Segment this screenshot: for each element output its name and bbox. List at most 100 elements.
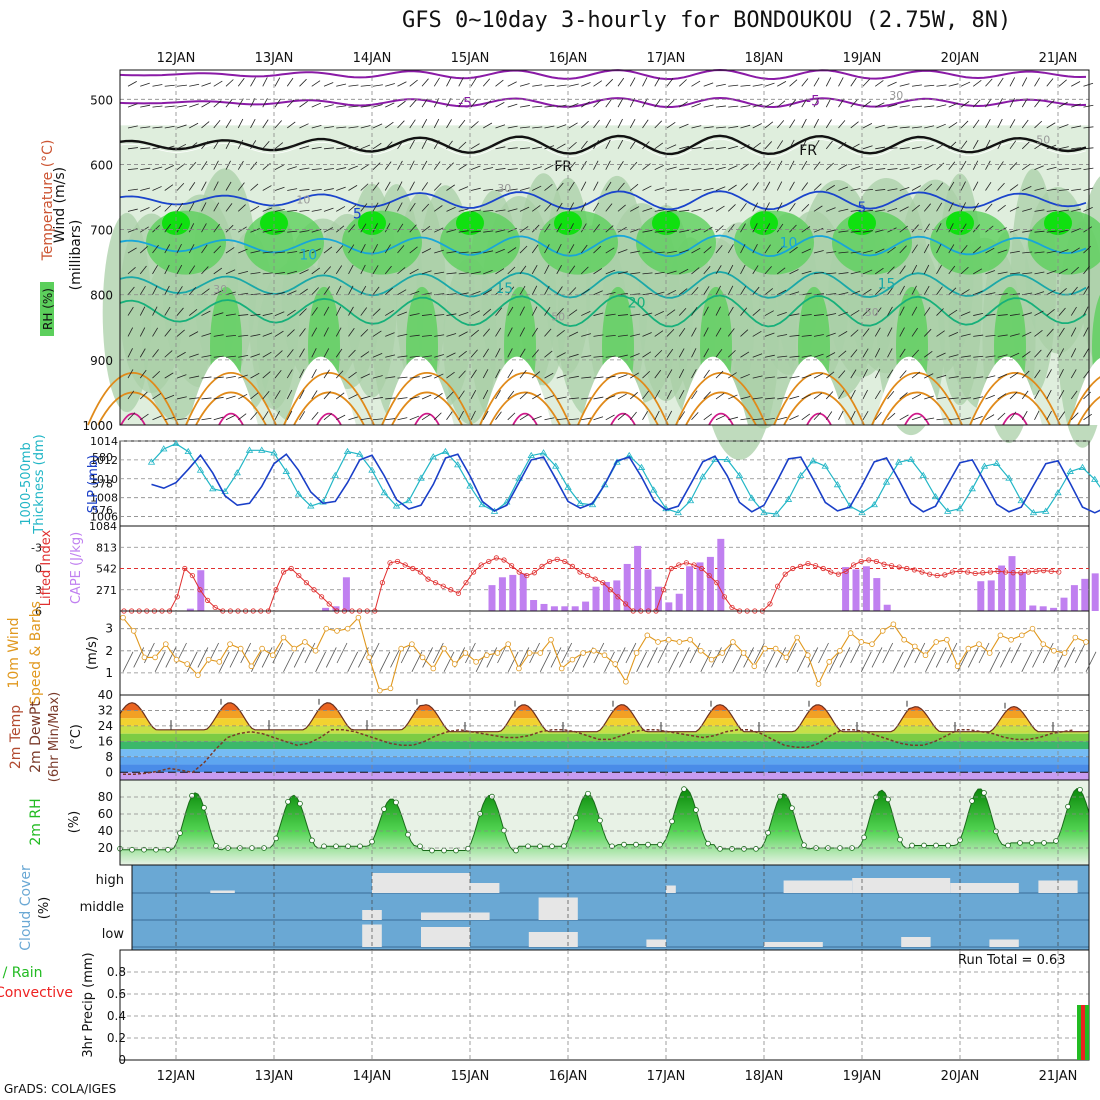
cloud-bar xyxy=(528,932,578,947)
temp-contour-fr-inner xyxy=(119,138,1087,158)
wind-barb xyxy=(556,264,562,275)
wind-barb xyxy=(752,103,763,108)
wind-barb xyxy=(862,209,873,212)
wind-barb xyxy=(176,182,185,191)
wind-barb xyxy=(470,187,481,191)
wind-barb xyxy=(727,328,735,337)
wind-barb xyxy=(139,348,146,358)
wind-barb xyxy=(519,126,530,129)
thickness-point xyxy=(699,473,707,480)
wind-barb xyxy=(262,312,273,316)
wind-speed-point xyxy=(612,661,618,667)
wind-barb xyxy=(691,208,702,212)
rh-shade-bright xyxy=(848,211,876,236)
wind-barb xyxy=(311,102,322,108)
wind-barb xyxy=(164,203,173,212)
wind-barb xyxy=(973,268,983,275)
rh-point xyxy=(285,799,291,805)
wind-barb xyxy=(630,272,641,275)
lifted-index-point xyxy=(964,569,971,575)
wind-barb xyxy=(189,397,200,400)
wind-barb xyxy=(593,334,604,337)
rh-point xyxy=(153,846,159,853)
lifted-index-point xyxy=(896,564,902,570)
wind-barb xyxy=(372,223,378,233)
wind-barb xyxy=(225,79,234,87)
wind-barb xyxy=(213,160,219,170)
wind-barb xyxy=(201,397,212,400)
wind-barb xyxy=(544,350,553,358)
wind-barb xyxy=(568,375,579,379)
wind-barb xyxy=(201,140,209,150)
wind-barb xyxy=(164,417,175,421)
temp-band xyxy=(120,702,1089,711)
wind-barb xyxy=(605,335,616,337)
wind-barb xyxy=(482,389,489,400)
rh-point xyxy=(753,846,759,852)
wind-speed-point xyxy=(537,650,544,656)
wind-speed-point xyxy=(590,647,597,654)
rh-point xyxy=(933,842,939,849)
wind-barb xyxy=(568,331,579,337)
wind-barb xyxy=(593,80,603,87)
wind-barb xyxy=(936,286,943,295)
temp-contour-m5 xyxy=(119,96,1087,109)
wind-barb xyxy=(397,397,408,400)
wind-barb xyxy=(176,143,187,150)
wind-barb xyxy=(176,286,183,295)
wind-barb xyxy=(777,334,788,337)
wind-barb xyxy=(862,389,868,400)
lifted-index-point xyxy=(615,594,621,600)
wind-barb xyxy=(140,187,151,191)
wind-barb xyxy=(531,264,538,275)
wind-barb-10m xyxy=(465,642,476,664)
wind-barb xyxy=(482,308,492,316)
cloud-level-label: middle xyxy=(80,900,124,915)
wind-barb xyxy=(960,101,970,108)
wind-barb xyxy=(679,145,690,150)
wind-barb xyxy=(1070,286,1078,295)
wind-speed-point xyxy=(441,645,447,652)
wind-barb xyxy=(250,272,261,275)
wind-barb xyxy=(813,140,820,150)
wind-barb xyxy=(850,230,861,233)
wind-barb xyxy=(911,185,921,191)
wind-speed-point xyxy=(633,650,640,656)
wind-barb xyxy=(728,394,738,400)
wind-speed-point xyxy=(815,681,822,687)
wind-barb xyxy=(605,247,615,254)
wind-barb xyxy=(777,416,788,421)
wind-barb xyxy=(152,146,163,150)
wind-barb xyxy=(238,314,249,316)
lifted-index-point xyxy=(676,562,682,568)
wind-barb xyxy=(666,410,673,420)
wind-barb xyxy=(973,415,983,421)
date-label-top: 16JAN xyxy=(549,51,588,66)
wind-barb xyxy=(617,226,627,233)
wind-barb xyxy=(899,186,910,191)
wind-barb xyxy=(826,332,836,337)
wind-barb xyxy=(642,272,653,275)
wind-barb xyxy=(519,226,529,233)
wind-barb xyxy=(409,291,420,296)
lifted-index-point xyxy=(934,572,940,579)
wind-barb xyxy=(580,223,587,233)
lifted-index-line xyxy=(124,557,1059,612)
lifted-index-point xyxy=(531,570,538,576)
wind-barb xyxy=(911,264,918,275)
wind-speed-point xyxy=(184,661,191,667)
wind-barb xyxy=(740,203,747,212)
wind-barb xyxy=(899,105,910,108)
wind-barb xyxy=(801,334,812,337)
wind-barb xyxy=(862,100,872,108)
wind-barb xyxy=(384,244,391,254)
wind-barb xyxy=(605,355,616,358)
wind-barb xyxy=(654,120,663,129)
wind-barb xyxy=(1071,81,1081,87)
wind-barb xyxy=(482,328,490,337)
wind-barb xyxy=(336,206,346,212)
wind-barb xyxy=(887,81,897,87)
wind-barb xyxy=(544,164,554,171)
wind-barb xyxy=(1009,352,1020,358)
wind-barb xyxy=(715,244,723,254)
